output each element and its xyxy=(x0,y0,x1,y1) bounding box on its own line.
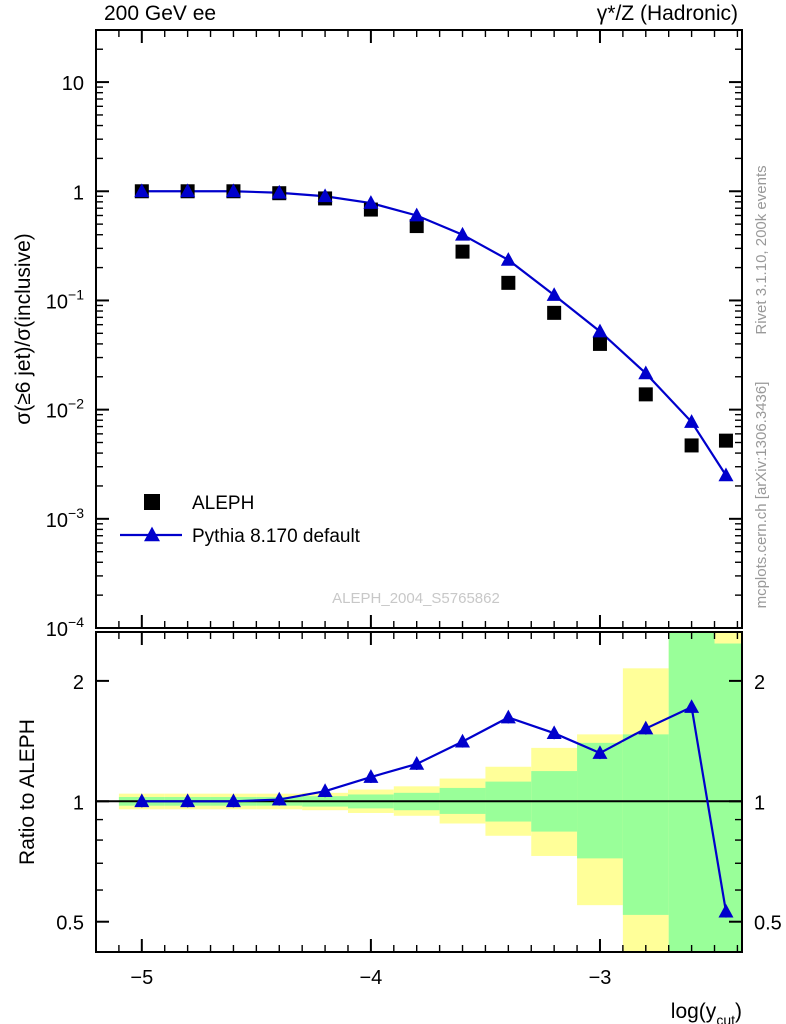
ratio-band-inner xyxy=(668,632,715,952)
main-data-marker xyxy=(455,244,470,259)
main-mc-marker xyxy=(718,467,734,482)
ratio-mc-marker xyxy=(500,709,516,724)
ratio-mc-marker xyxy=(134,793,150,808)
ratio-ytick-label-right: 1 xyxy=(754,792,765,814)
ratio-mc-line xyxy=(141,705,728,912)
legend-label: Pythia 8.170 default xyxy=(192,526,361,547)
ratio-mc-marker xyxy=(638,720,654,735)
ratio-ytick-label: 1 xyxy=(73,792,84,814)
main-mc-marker xyxy=(409,207,425,222)
legend-label: ALEPH xyxy=(192,493,254,514)
main-mc-marker xyxy=(363,195,379,209)
main-ytick-label: 10 xyxy=(62,73,84,95)
main-mc-marker xyxy=(271,184,287,199)
ratio-mc-marker xyxy=(317,783,333,798)
ratio-band-inner xyxy=(622,734,669,915)
main-data-marker xyxy=(684,438,699,453)
ratio-mc-marker xyxy=(546,725,562,740)
main-data-marker xyxy=(501,275,516,290)
main-data-marker xyxy=(547,305,562,320)
side-label-rivet: Rivet 3.1.10, 200k events xyxy=(753,165,770,334)
ratio-ytick-label-right: 2 xyxy=(754,672,765,694)
main-mc-marker xyxy=(180,183,196,198)
main-mc-marker xyxy=(684,414,700,428)
ratio-mc-marker xyxy=(455,733,471,748)
main-ytick-label: 10−3 xyxy=(46,505,84,532)
x-axis-label: log(ycut) xyxy=(671,1000,742,1024)
main-mc-line xyxy=(141,190,727,476)
analysis-watermark: ALEPH_2004_S5765862 xyxy=(332,590,500,607)
main-mc-marker xyxy=(638,365,654,380)
ratio-mc-marker xyxy=(684,699,700,713)
ratio-ytick-label-right: 0.5 xyxy=(754,913,782,935)
main-mc-marker xyxy=(455,226,471,241)
main-mc-marker xyxy=(546,287,562,301)
main-mc-marker xyxy=(225,183,241,198)
main-data-marker xyxy=(718,433,733,448)
header-left: 200 GeV ee xyxy=(104,2,216,25)
main-ytick-label: 10−2 xyxy=(46,396,84,423)
ratio-mc-marker xyxy=(271,791,287,806)
ratio-y-axis-label: Ratio to ALEPH xyxy=(16,719,39,865)
ratio-mc-marker xyxy=(363,769,379,783)
main-mc-marker xyxy=(500,252,516,266)
main-y-axis-label: σ(≥6 jet)/σ(inclusive) xyxy=(12,233,35,424)
main-data-marker xyxy=(592,336,607,351)
ratio-ytick-label: 2 xyxy=(73,672,84,694)
main-data-marker xyxy=(409,219,424,234)
main-mc-marker xyxy=(592,323,608,338)
ratio-band-inner xyxy=(714,643,742,952)
ratio-mc-marker xyxy=(225,793,241,808)
legend-marker-square xyxy=(144,494,160,510)
header-right: γ*/Z (Hadronic) xyxy=(597,2,738,25)
main-ytick-label: 1 xyxy=(73,182,84,204)
ratio-mc-marker xyxy=(409,756,425,770)
main-mc-marker xyxy=(317,188,333,203)
ratio-panel-frame xyxy=(95,631,743,953)
ratio-mc-marker xyxy=(592,745,608,759)
legend-marker-triangle xyxy=(144,526,160,542)
x-tick-label: −5 xyxy=(130,967,153,989)
ratio-ytick-label: 0.5 xyxy=(56,913,84,935)
main-data-marker xyxy=(638,387,653,402)
ratio-mc-marker xyxy=(718,903,734,918)
x-tick-label: −4 xyxy=(359,967,382,989)
main-ytick-label: 10−4 xyxy=(46,614,84,641)
main-ytick-label: 10−1 xyxy=(46,286,84,313)
ratio-mc-marker xyxy=(180,793,196,808)
side-label-mcplots: mcplots.cern.ch [arXiv:1306.3436] xyxy=(753,382,770,609)
main-panel-frame xyxy=(95,29,743,629)
x-tick-label: −3 xyxy=(589,967,612,989)
main-mc-marker xyxy=(134,183,150,198)
